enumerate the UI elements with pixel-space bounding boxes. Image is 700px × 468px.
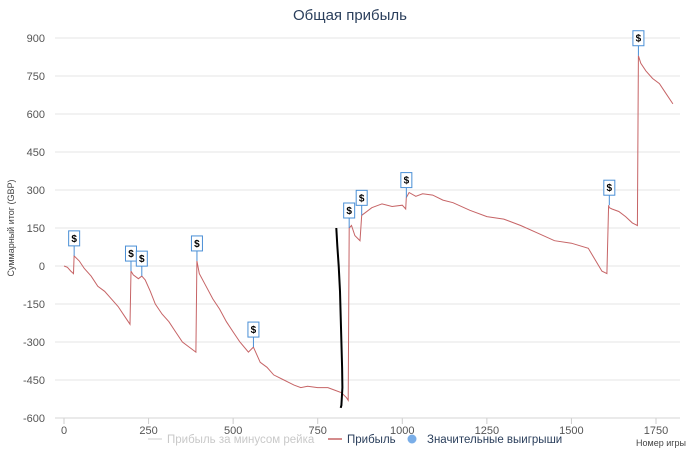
win-flag-box — [603, 179, 616, 196]
legend-item[interactable]: Значительные выигрыши — [407, 434, 563, 446]
win-flag-label: $ — [359, 193, 365, 204]
significant-wins-flags: $ $ $ $ $ $ $ $ $ $ — [68, 30, 645, 348]
legend-label: Значительные выигрыши — [427, 434, 562, 446]
y-tick-label: -450 — [23, 375, 45, 387]
win-flag: $ — [190, 235, 203, 261]
win-flag: $ — [400, 172, 413, 198]
win-flag-label: $ — [607, 183, 613, 194]
win-flag-box — [343, 202, 356, 219]
series-line-profit — [63, 55, 674, 402]
win-flag: $ — [632, 30, 645, 56]
win-flag: $ — [247, 321, 260, 348]
win-flag-box — [190, 235, 203, 252]
y-tick-label: 0 — [39, 261, 45, 273]
y-tick-label: 150 — [27, 223, 45, 235]
win-flag: $ — [68, 230, 81, 256]
y-axis-title: Суммарный итог (GBP) — [6, 179, 16, 276]
win-flag-label: $ — [128, 249, 134, 260]
win-flag-box — [400, 172, 413, 189]
x-tick-label: 250 — [139, 425, 157, 437]
legend-item[interactable]: Прибыль — [328, 434, 396, 446]
win-flag-label: $ — [139, 254, 145, 265]
win-flag-box — [247, 321, 260, 338]
legend-label: Прибыль — [347, 434, 396, 446]
win-flag: $ — [343, 202, 356, 228]
legend: Прибыль за минусом рейка Прибыль Значитель… — [148, 434, 562, 446]
grid-lines — [55, 37, 680, 381]
x-tick-label: 1500 — [559, 425, 583, 437]
x-tick-label: 750 — [309, 425, 327, 437]
win-flag: $ — [355, 189, 368, 216]
win-flag-box — [68, 230, 81, 247]
x-tick-label: 1750 — [644, 425, 668, 437]
y-tick-label: 750 — [27, 71, 45, 83]
x-axis-ticks: 0 250 500 750 1000 1250 1500 1750 — [61, 418, 668, 437]
win-flag-box — [135, 250, 148, 267]
drawn-marker-line — [335, 227, 344, 409]
chart-title: Общая прибыль — [293, 7, 407, 24]
x-tick-label: 0 — [61, 425, 67, 437]
win-flag-label: $ — [251, 325, 257, 336]
legend-label: Прибыль за минусом рейка — [167, 434, 315, 446]
legend-symbol — [407, 434, 417, 444]
win-flag-box — [632, 30, 645, 47]
legend-item[interactable]: Прибыль за минусом рейка — [148, 434, 315, 446]
win-flag-box — [355, 189, 368, 206]
y-tick-label: 900 — [27, 33, 45, 45]
win-flag: $ — [135, 250, 148, 277]
y-tick-label: 450 — [27, 147, 45, 159]
win-flag-label: $ — [71, 234, 77, 245]
y-tick-label: -600 — [23, 413, 45, 425]
y-tick-label: -300 — [23, 337, 45, 349]
series-layer — [63, 55, 674, 409]
x-tick-label: 500 — [224, 425, 242, 437]
win-flag-label: $ — [636, 34, 642, 45]
win-flag-label: $ — [346, 206, 352, 217]
win-flag: $ — [603, 179, 616, 206]
x-tick-label: 1250 — [475, 425, 499, 437]
y-tick-label: -150 — [23, 299, 45, 311]
x-tick-label: 1000 — [390, 425, 414, 437]
y-tick-label: 600 — [27, 109, 45, 121]
win-flag-label: $ — [404, 176, 410, 187]
win-flag: $ — [124, 245, 137, 272]
win-flag-label: $ — [194, 239, 200, 250]
y-axis-ticks: -600 -450 -300 -150 0 150 300 450 600 750 900 — [23, 33, 45, 425]
y-tick-label: 300 — [27, 185, 45, 197]
x-axis-title: Номер игры — [636, 438, 686, 448]
